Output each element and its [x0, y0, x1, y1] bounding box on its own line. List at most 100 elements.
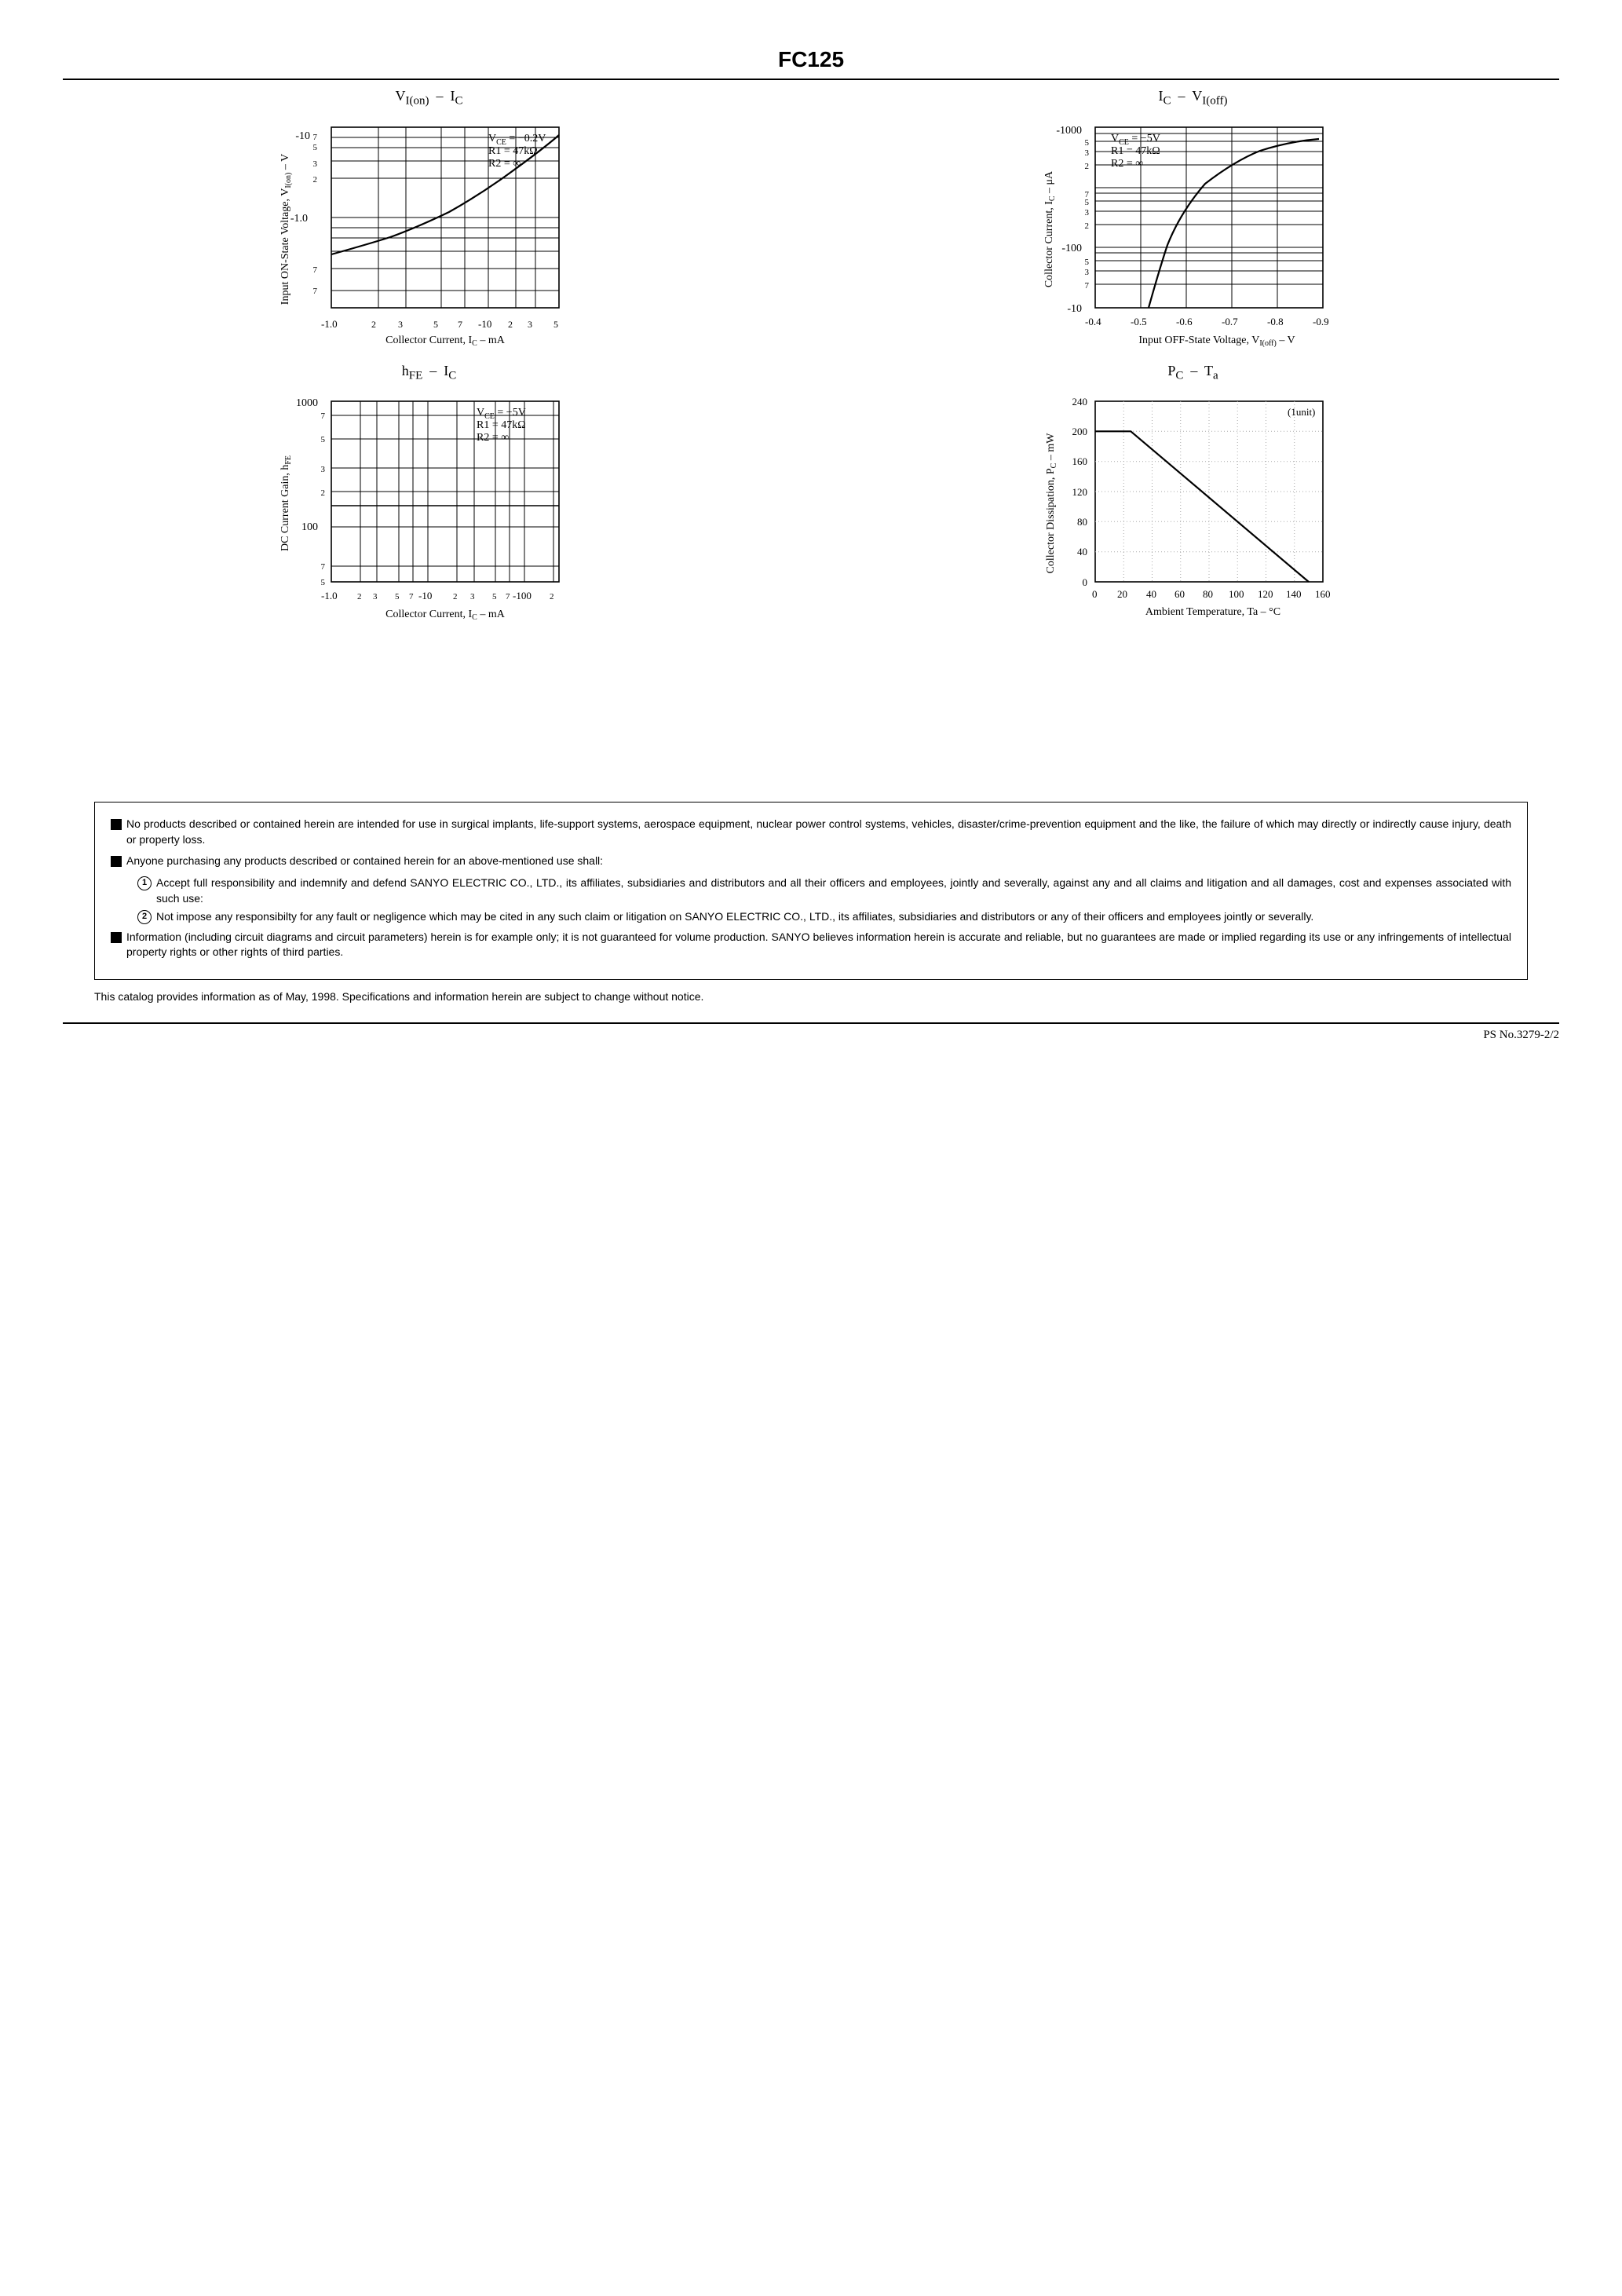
svg-text:R2 = ∞: R2 = ∞	[488, 158, 521, 170]
square-bullet-icon	[111, 932, 122, 943]
svg-text:-1.0: -1.0	[321, 590, 338, 601]
svg-text:3: 3	[470, 592, 475, 601]
svg-text:5: 5	[320, 578, 325, 587]
svg-text:3: 3	[1084, 268, 1089, 277]
svg-text:5: 5	[395, 592, 400, 601]
disclaimer-item: Anyone purchasing any products described…	[111, 854, 1511, 869]
svg-text:5: 5	[312, 143, 317, 152]
svg-text:7: 7	[458, 319, 462, 330]
svg-text:-0.7: -0.7	[1222, 316, 1238, 327]
chart-svg: VCE = −0.2V R1 = 47kΩ R2 = ∞ -1.0 2 3 5 …	[272, 112, 586, 347]
svg-text:2: 2	[357, 592, 362, 601]
chart-hfe-ic: hFE – IC	[63, 363, 795, 622]
chart-title: PC – Ta	[1167, 363, 1218, 383]
svg-text:40: 40	[1077, 546, 1087, 558]
svg-text:-100: -100	[1061, 243, 1082, 254]
page-footer: PS No.3279-2/2	[63, 1029, 1559, 1042]
square-bullet-icon	[111, 856, 122, 867]
chart-svg: (1unit) 0 20 40 60 80 100 120 140 160 0 …	[1036, 386, 1350, 621]
svg-text:2: 2	[320, 488, 325, 498]
svg-text:Collector Dissipation, PC – mW: Collector Dissipation, PC – mW	[1045, 433, 1058, 574]
svg-text:Ambient Temperature, Ta – °C: Ambient Temperature, Ta – °C	[1145, 606, 1280, 618]
svg-text:100: 100	[1229, 588, 1244, 600]
page-title: FC125	[63, 47, 1559, 72]
svg-text:7: 7	[1084, 281, 1089, 291]
svg-text:R2 = ∞: R2 = ∞	[1111, 158, 1143, 170]
disclaimer-sub: 2 Not impose any responsibilty for any f…	[137, 909, 1511, 925]
svg-text:80: 80	[1203, 588, 1213, 600]
svg-text:2: 2	[550, 592, 554, 601]
svg-text:2: 2	[453, 592, 458, 601]
svg-text:3: 3	[373, 592, 378, 601]
svg-text:7: 7	[320, 562, 325, 572]
svg-text:3: 3	[320, 465, 325, 474]
svg-text:7: 7	[312, 265, 317, 275]
svg-text:120: 120	[1072, 486, 1087, 498]
svg-text:0: 0	[1092, 588, 1098, 600]
svg-text:2: 2	[371, 319, 376, 330]
disclaimer-text: Anyone purchasing any products described…	[126, 854, 603, 869]
svg-text:7: 7	[1084, 190, 1089, 199]
svg-text:0: 0	[1082, 576, 1087, 588]
chart-title: IC – VI(off)	[1159, 88, 1228, 108]
chart-title: hFE – IC	[402, 363, 457, 383]
svg-text:-0.5: -0.5	[1131, 316, 1147, 327]
svg-text:160: 160	[1072, 455, 1087, 467]
svg-text:120: 120	[1258, 588, 1273, 600]
svg-text:200: 200	[1072, 426, 1087, 437]
disclaimer-item: Information (including circuit diagrams …	[111, 930, 1511, 960]
svg-text:-1.0: -1.0	[290, 213, 307, 225]
chart-ic-vioff: IC – VI(off)	[827, 88, 1559, 347]
svg-text:3: 3	[312, 159, 317, 169]
svg-text:5: 5	[433, 319, 438, 330]
svg-text:Collector Current, IC – μA: Collector Current, IC – μA	[1043, 170, 1057, 287]
svg-text:-1000: -1000	[1056, 125, 1082, 137]
svg-text:5: 5	[1084, 258, 1089, 267]
charts-grid: VI(on) – IC	[63, 88, 1559, 621]
svg-text:R1 = 47kΩ: R1 = 47kΩ	[1111, 145, 1160, 157]
svg-text:-100: -100	[513, 590, 532, 601]
svg-text:7: 7	[506, 592, 510, 601]
svg-text:7: 7	[312, 133, 317, 142]
svg-text:3: 3	[1084, 148, 1089, 158]
catalog-note: This catalog provides information as of …	[94, 988, 1528, 1007]
svg-text:-0.6: -0.6	[1176, 316, 1193, 327]
svg-text:7: 7	[409, 592, 414, 601]
svg-text:-10: -10	[418, 590, 432, 601]
circled-number-icon: 1	[137, 876, 152, 890]
svg-text:7: 7	[312, 287, 317, 296]
svg-text:-1.0: -1.0	[321, 318, 338, 330]
chart-title: VI(on) – IC	[395, 88, 462, 108]
svg-text:-0.8: -0.8	[1267, 316, 1284, 327]
svg-text:1000: 1000	[296, 397, 318, 409]
svg-text:2: 2	[312, 175, 317, 185]
chart-svg: VCE = −5V R1 = 47kΩ R2 = ∞ -0.4 -0.5 -0.…	[1036, 112, 1350, 347]
svg-text:80: 80	[1077, 516, 1087, 528]
svg-text:3: 3	[1084, 208, 1089, 218]
svg-text:(1unit): (1unit)	[1288, 406, 1315, 418]
disclaimer-text: Information (including circuit diagrams …	[126, 930, 1511, 960]
svg-text:-10: -10	[478, 318, 491, 330]
svg-text:160: 160	[1315, 588, 1331, 600]
svg-text:-10: -10	[1067, 303, 1082, 315]
disclaimer-sub-text: Accept full responsibility and indemnify…	[156, 876, 1511, 906]
svg-text:7: 7	[320, 411, 325, 421]
svg-text:R2 = ∞: R2 = ∞	[477, 432, 509, 444]
disclaimer-item: No products described or contained herei…	[111, 817, 1511, 847]
svg-text:5: 5	[320, 435, 325, 444]
divider-bottom	[63, 1022, 1559, 1024]
square-bullet-icon	[111, 819, 122, 830]
disclaimer-sub-text: Not impose any responsibilty for any fau…	[156, 909, 1313, 925]
svg-text:3: 3	[528, 319, 532, 330]
svg-text:-0.4: -0.4	[1085, 316, 1101, 327]
svg-text:100: 100	[301, 521, 318, 533]
disclaimer-text: No products described or contained herei…	[126, 817, 1511, 847]
svg-text:R1 = 47kΩ: R1 = 47kΩ	[477, 419, 526, 431]
svg-text:2: 2	[508, 319, 513, 330]
svg-text:DC Current Gain, hFE: DC Current Gain, hFE	[279, 455, 293, 551]
chart-vion-ic: VI(on) – IC	[63, 88, 795, 347]
svg-text:-0.9: -0.9	[1313, 316, 1329, 327]
svg-text:Collector Current, IC – mA: Collector Current, IC – mA	[385, 609, 506, 621]
svg-text:2: 2	[1084, 162, 1089, 171]
svg-text:Collector Current, IC – mA: Collector Current, IC – mA	[385, 335, 506, 347]
